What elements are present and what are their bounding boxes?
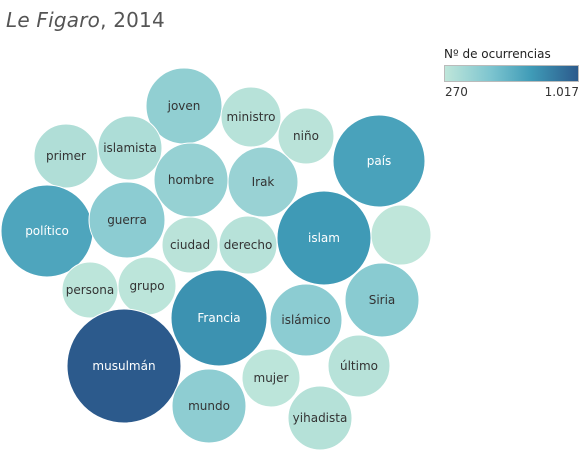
bubble-ministro[interactable]: ministro (220, 86, 282, 148)
legend-max-label: 1.017 (544, 85, 579, 99)
bubble-circle-ministro[interactable] (220, 86, 282, 148)
bubble-circle-ultimo[interactable] (327, 334, 391, 398)
bubble-label-ultimo: último (340, 359, 378, 373)
bubble-hombre[interactable]: hombre (153, 142, 229, 218)
bubble-circle-islamico[interactable] (269, 283, 343, 357)
bubble-francia[interactable]: Francia (170, 269, 268, 367)
bubble-label-ciudad: ciudad (170, 238, 210, 252)
bubble-label-hombre: hombre (168, 173, 214, 187)
bubble-label-musulman: musulmán (92, 359, 155, 373)
chart-title: Le Figaro, 2014 (6, 8, 165, 32)
bubble-pais[interactable]: país (332, 114, 426, 208)
bubble-label-islamico: islámico (281, 313, 330, 327)
bubble-grupo[interactable]: grupo (117, 256, 177, 316)
bubble-joven[interactable]: joven (145, 67, 223, 145)
bubble-label-politico: político (25, 224, 69, 238)
bubble-label-islam: islam (308, 231, 340, 245)
bubble-label-francia: Francia (197, 311, 240, 325)
color-legend: Nº de ocurrencias 270 1.017 (444, 47, 580, 101)
bubble-label-pais: país (367, 154, 392, 168)
bubble-label-islamista: islamista (103, 141, 157, 155)
bubble-ultimo[interactable]: último (327, 334, 391, 398)
bubble-label-joven: joven (167, 99, 201, 113)
bubble-islamista[interactable]: islamista (97, 115, 163, 181)
legend-min-label: 270 (445, 85, 468, 99)
bubble-circle-derecho[interactable] (218, 215, 278, 275)
bubble-derecho[interactable]: derecho (218, 215, 278, 275)
bubble-label-derecho: derecho (224, 238, 273, 252)
bubble-mujer[interactable]: mujer (241, 348, 301, 408)
bubble-unlabeled[interactable] (370, 204, 432, 266)
bubble-circle-irak[interactable] (227, 146, 299, 218)
bubble-primer[interactable]: primer (33, 123, 99, 189)
bubble-circle-yihadista[interactable] (287, 385, 353, 451)
bubble-label-guerra: guerra (107, 213, 147, 227)
bubble-label-ministro: ministro (227, 110, 276, 124)
bubble-circle-mundo[interactable] (171, 368, 247, 444)
bubble-politico[interactable]: político (0, 184, 94, 278)
bubble-circle-mujer[interactable] (241, 348, 301, 408)
legend-gradient-bar (444, 65, 579, 82)
bubble-siria[interactable]: Siria (344, 262, 420, 338)
bubble-circle-ciudad[interactable] (161, 216, 219, 274)
bubble-label-nino: niño (293, 129, 319, 143)
bubble-persona[interactable]: persona (61, 261, 119, 319)
bubble-label-mundo: mundo (188, 399, 230, 413)
bubble-circle-francia[interactable] (170, 269, 268, 367)
bubble-ciudad[interactable]: ciudad (161, 216, 219, 274)
bubble-circle-siria[interactable] (344, 262, 420, 338)
bubble-musulman[interactable]: musulmán (66, 308, 182, 424)
bubble-label-grupo: grupo (129, 279, 164, 293)
bubble-label-persona: persona (66, 283, 115, 297)
bubble-label-primer: primer (46, 149, 86, 163)
bubble-label-irak: Irak (252, 175, 275, 189)
bubble-circle-pais[interactable] (332, 114, 426, 208)
bubble-circle-unlabeled[interactable] (370, 204, 432, 266)
chart-title-year: , 2014 (100, 8, 165, 32)
bubble-circle-guerra[interactable] (88, 181, 166, 259)
bubble-islamico[interactable]: islámico (269, 283, 343, 357)
bubble-circle-nino[interactable] (277, 107, 335, 165)
bubble-label-yihadista: yihadista (293, 411, 348, 425)
bubble-circle-primer[interactable] (33, 123, 99, 189)
bubble-circle-islamista[interactable] (97, 115, 163, 181)
bubble-circle-musulman[interactable] (66, 308, 182, 424)
legend-labels: 270 1.017 (444, 85, 579, 101)
bubble-islam[interactable]: islam (276, 190, 372, 286)
bubble-irak[interactable]: Irak (227, 146, 299, 218)
bubble-guerra[interactable]: guerra (88, 181, 166, 259)
bubble-label-mujer: mujer (254, 371, 289, 385)
bubble-nino[interactable]: niño (277, 107, 335, 165)
bubble-yihadista[interactable]: yihadista (287, 385, 353, 451)
bubble-label-siria: Siria (369, 293, 396, 307)
chart-title-publication: Le Figaro (6, 8, 101, 32)
legend-title: Nº de ocurrencias (444, 47, 551, 61)
bubble-mundo[interactable]: mundo (171, 368, 247, 444)
